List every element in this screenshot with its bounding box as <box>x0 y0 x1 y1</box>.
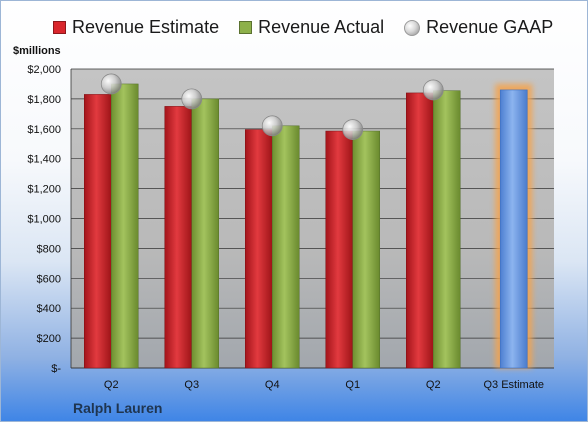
gaap-marker <box>261 115 283 137</box>
bar-actual <box>433 90 461 369</box>
y-tick-label: $- <box>51 363 61 375</box>
gaap-marker <box>422 79 444 101</box>
gaap-marker <box>181 88 203 110</box>
legend-label-gaap: Revenue GAAP <box>426 17 554 37</box>
legend-swatch-estimate <box>53 21 66 34</box>
legend-swatch-actual <box>239 21 253 34</box>
x-tick-label: Q2 <box>426 379 441 391</box>
y-tick-label: $600 <box>37 273 61 285</box>
bar-estimate <box>406 92 434 369</box>
y-tick-label: $1,600 <box>27 124 61 136</box>
y-tick-label: $400 <box>37 303 61 315</box>
legend: Revenue Estimate Revenue Actual Revenue … <box>53 17 573 38</box>
bar-projection <box>499 89 528 369</box>
legend-label-actual: Revenue Actual <box>258 17 385 37</box>
y-tick-label: $1,400 <box>27 154 61 166</box>
company-name: Ralph Lauren <box>73 400 163 416</box>
y-tick-label: $800 <box>37 243 61 255</box>
legend-item-actual: Revenue Actual <box>239 17 384 38</box>
bar-actual <box>352 130 380 369</box>
y-tick-label: $2,000 <box>27 64 61 76</box>
bar-actual <box>191 98 219 369</box>
gaap-marker <box>100 73 122 95</box>
legend-swatch-gaap <box>404 19 421 36</box>
legend-item-estimate: Revenue Estimate <box>53 17 219 38</box>
x-tick-label: Q4 <box>265 379 280 391</box>
bar-estimate <box>164 106 192 369</box>
legend-label-estimate: Revenue Estimate <box>72 17 220 37</box>
bar-estimate <box>84 94 112 369</box>
x-tick-label: Q3 <box>184 379 199 391</box>
y-tick-label: $1,800 <box>27 94 61 106</box>
y-axis-unit-label: $millions <box>13 45 61 57</box>
x-tick-label: Q2 <box>104 379 119 391</box>
x-tick-label: Q3 Estimate <box>483 379 544 391</box>
bar-actual <box>272 125 300 369</box>
x-tick-label: Q1 <box>345 379 360 391</box>
gaap-marker <box>342 119 364 140</box>
y-tick-label: $1,000 <box>27 214 61 226</box>
legend-item-gaap: Revenue GAAP <box>404 17 553 38</box>
bar-actual <box>111 83 139 369</box>
bar-estimate <box>325 130 353 369</box>
y-tick-label: $200 <box>37 333 61 345</box>
bar-estimate <box>245 129 273 369</box>
y-tick-label: $1,200 <box>27 184 61 196</box>
